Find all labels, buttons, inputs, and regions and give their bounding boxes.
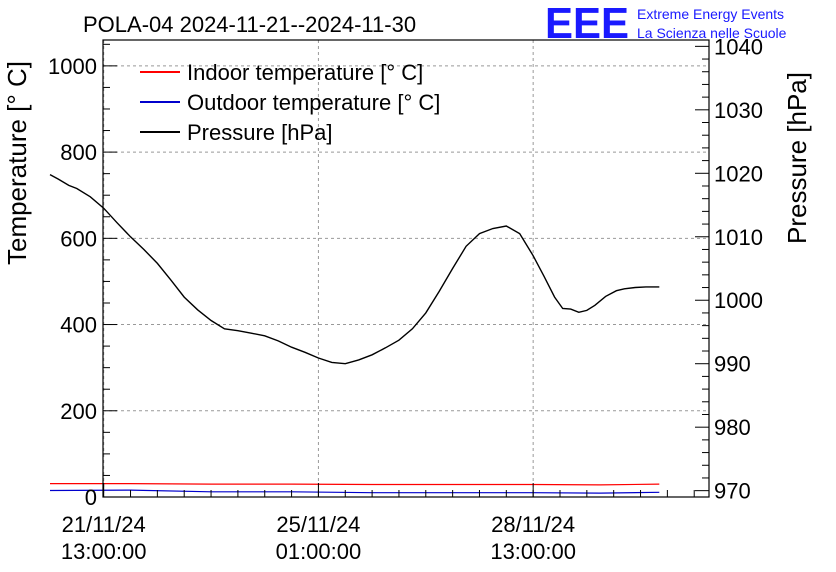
logo-mark: EEE [545,0,629,48]
legend-label-0: Indoor temperature [° C] [187,60,423,85]
series-line-2 [49,173,660,365]
y-tick-label-right: 1000 [714,288,763,313]
legend: Indoor temperature [° C] Outdoor temperat… [140,60,440,145]
legend-label-2: Pressure [hPa] [187,120,333,145]
y-axis-label-right: Pressure [hPa] [782,72,812,244]
y-tick-label-left: 200 [60,399,97,424]
y-tick-label-left: 0 [85,485,97,510]
y-tick-label-left: 400 [60,313,97,338]
y-tick-label-right: 1020 [714,161,763,186]
grid [103,40,709,497]
y-tick-label-left: 800 [60,140,97,165]
y-tick-label-right: 970 [714,479,751,504]
x-tick-label-time: 13:00:00 [490,539,576,564]
x-tick-label-date: 28/11/24 [491,512,575,537]
x-tick-label-time: 13:00:00 [61,539,147,564]
series-layer [49,173,660,494]
eee-logo: EEE Extreme Energy Events La Scienza nel… [545,0,787,48]
legend-label-1: Outdoor temperature [° C] [187,90,440,115]
logo-line1: Extreme Energy Events [637,6,784,22]
series-line-0 [50,483,660,486]
logo-line2: La Scienza nelle Scuole [637,25,787,41]
y-tick-label-left: 600 [60,226,97,251]
axes: 0 200 400 600 800 1000 970 980 990 1000 1010 1020 10… [48,34,763,564]
y-axis-label-left: Temperature [° C] [2,61,32,265]
y-tick-label-right: 1040 [714,34,763,59]
chart-title: POLA-04 2024-11-21--2024-11-30 [83,12,416,37]
x-tick-label-date: 21/11/24 [62,512,146,537]
x-tick-label-date: 25/11/24 [276,512,360,537]
plot-frame [102,39,710,498]
y-tick-label-left: 1000 [48,54,97,79]
y-tick-label-right: 980 [714,415,751,440]
y-tick-label-right: 1010 [714,225,763,250]
x-tick-label-time: 01:00:00 [276,539,362,564]
series-line-1 [49,489,660,494]
y-tick-label-right: 1030 [714,98,763,123]
y-tick-label-right: 990 [714,352,751,377]
